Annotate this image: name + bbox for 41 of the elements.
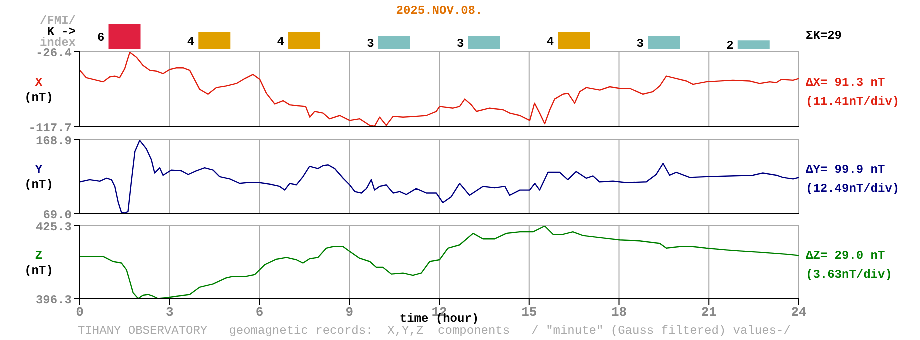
text: ΔX= 91.3 nT [806,76,886,90]
x-tick-label: 6 [256,305,264,320]
x-tick-label: 0 [76,305,84,320]
data-label: 4 [277,34,285,49]
data-label: 3 [457,37,464,52]
bar [288,32,321,49]
data-label: 3 [367,37,374,52]
y-tick-label: 396.3 [36,293,72,308]
chart-title: 2025.NOV.08. [395,4,484,18]
y-axis-title: Z (nT) [24,248,54,278]
data-label: 2 [726,39,734,54]
text: ΔZ= 29.0 nT [806,248,886,262]
y-axis-title: Y (nT) [24,163,54,193]
bar [558,32,590,49]
bar [648,36,680,49]
y-tick-label: 425.3 [36,220,72,234]
bar [738,40,770,49]
x-tick-label: 24 [791,305,807,320]
x-tick-label: 3 [166,305,174,320]
text: (11.41nT/div) [806,94,900,108]
y-tick-label: 69.0 [43,208,72,222]
data-label: 6 [98,30,105,45]
y-axis-title: X (nT) [24,76,54,106]
text: ΔY= 99.9 nT [806,163,886,177]
text: ΣK=29 [806,28,842,42]
x-tick-label: 9 [346,305,354,320]
data-label: 4 [187,34,195,49]
bar [378,36,410,49]
text: TIHANY OBSERVATORY geomagnetic records: X,Y,Z components / "minute" (Gauss filtered) values-/ [78,324,791,338]
data-label: 3 [636,37,644,52]
x-tick-label: 18 [611,305,628,320]
bar [468,36,500,49]
y-tick-label: 168.9 [36,134,72,148]
data-label: 4 [546,34,554,49]
y-tick-label: -117.7 [28,121,72,136]
x-tick-label: 15 [522,305,538,320]
x-tick-label: 21 [701,305,718,320]
bar [198,32,231,49]
text: (12.49nT/div) [806,182,900,196]
text: (3.63nT/div) [806,268,892,282]
bar [108,24,141,49]
